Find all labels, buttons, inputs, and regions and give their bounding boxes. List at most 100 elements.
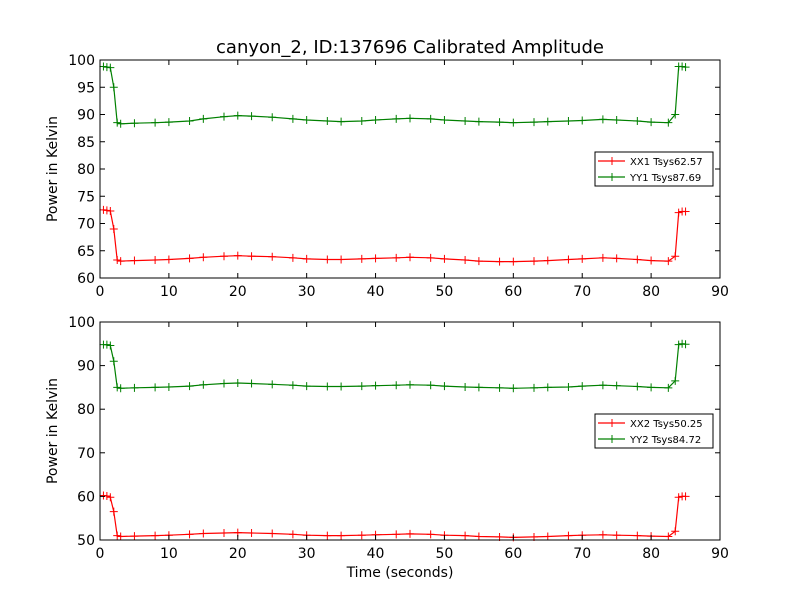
data-point (357, 117, 366, 126)
data-point (474, 383, 483, 392)
data-point (109, 83, 118, 92)
data-point (151, 383, 160, 392)
legend-marker (608, 173, 616, 181)
data-point (220, 529, 228, 538)
data-point (247, 252, 256, 261)
data-point (564, 382, 573, 391)
data-point (461, 256, 470, 265)
data-point (564, 117, 573, 126)
data-point (392, 381, 401, 390)
x-tick-label: 50 (436, 284, 454, 300)
data-point (564, 255, 573, 264)
data-point (664, 383, 673, 392)
data-point (495, 118, 504, 127)
data-point (664, 532, 673, 541)
data-point (233, 111, 242, 120)
plot-frame (99, 321, 721, 541)
data-point (633, 382, 642, 391)
x-tick-label: 40 (367, 546, 385, 562)
data-point (164, 255, 173, 264)
data-point (426, 114, 435, 123)
data-point (357, 531, 366, 540)
y-tick-label: 100 (68, 315, 95, 331)
data-point (102, 206, 111, 215)
data-point (406, 253, 414, 262)
data-point (113, 256, 122, 265)
data-point (681, 63, 690, 72)
data-point (371, 381, 380, 390)
data-point (268, 380, 277, 389)
data-point (633, 531, 642, 540)
data-point (530, 118, 538, 127)
data-point (130, 119, 139, 128)
bottom-subplot: 0 10 20 30 40 50 60 70 80 90 50 60 70 80 90 100 Power in… (45, 315, 729, 581)
x-tick-label: 70 (573, 284, 591, 300)
y-tick-label: 90 (77, 359, 95, 375)
data-point (268, 252, 277, 261)
figure-title: canyon_2, ID:137696 Calibrated Amplitude (216, 37, 604, 58)
x-tick-label: 10 (160, 284, 178, 300)
data-point (543, 532, 552, 541)
data-point (598, 115, 607, 124)
data-point (116, 384, 125, 393)
data-point (288, 114, 297, 123)
data-point (392, 530, 401, 539)
data-point (461, 382, 470, 391)
data-point (99, 205, 108, 214)
data-point (681, 492, 690, 501)
data-point (185, 117, 194, 126)
data-point (113, 383, 122, 392)
data-point (406, 380, 414, 389)
data-point (113, 531, 122, 540)
data-point (474, 117, 483, 126)
data-point (220, 379, 228, 388)
data-point (530, 383, 538, 392)
data-point (633, 117, 642, 126)
data-point (674, 208, 683, 217)
legend-label: XX1 Tsys62.57 (630, 157, 703, 168)
data-point (106, 206, 115, 215)
x-tick-label: 60 (504, 284, 522, 300)
data-point (612, 254, 621, 263)
data-point (426, 253, 435, 262)
data-point (233, 379, 242, 388)
data-point (247, 529, 256, 538)
legend: XX2 Tsys50.25 YY2 Tsys84.72 (594, 413, 714, 449)
data-point (268, 113, 277, 122)
data-point (109, 507, 118, 516)
series-line-2 (103, 343, 686, 389)
data-point (199, 114, 208, 123)
top-subplot: 0 10 20 30 40 50 60 70 80 90 60 65 70 75 80 85 90 95 100 Po… (45, 53, 729, 300)
data-point (102, 340, 111, 349)
y-tick-label: 70 (77, 217, 95, 233)
data-point (302, 382, 311, 391)
data-point (247, 112, 256, 121)
y-tick-label: 85 (77, 135, 95, 151)
data-point (612, 531, 621, 540)
x-tick-label: 10 (160, 546, 178, 562)
data-point (323, 531, 332, 540)
data-point (288, 530, 297, 539)
data-point (678, 62, 687, 71)
data-point (199, 380, 208, 389)
x-tick-label: 50 (436, 546, 454, 562)
x-tick-label: 80 (642, 284, 660, 300)
data-point (130, 256, 139, 265)
data-point (598, 530, 607, 539)
y-tick-label: 90 (77, 108, 95, 124)
x-tick-label: 60 (504, 546, 522, 562)
data-point (392, 253, 401, 262)
series-line-1 (103, 494, 686, 539)
x-tick-label: 0 (96, 284, 105, 300)
data-point (461, 531, 470, 540)
data-point (113, 118, 122, 127)
y-tick-label: 65 (77, 244, 95, 260)
data-point (323, 382, 332, 391)
data-point (671, 376, 680, 385)
data-point (392, 114, 401, 123)
data-point (357, 254, 366, 263)
data-point (371, 115, 380, 124)
data-point (440, 382, 449, 391)
data-point (509, 257, 518, 266)
legend-marker (608, 419, 616, 427)
